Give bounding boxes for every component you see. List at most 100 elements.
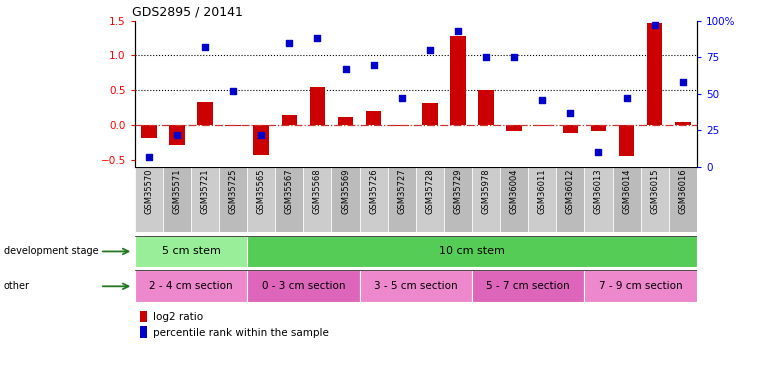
Text: GSM35978: GSM35978: [481, 169, 490, 214]
Bar: [140, 326, 147, 338]
Bar: [135, 236, 247, 267]
Text: GSM36016: GSM36016: [678, 169, 688, 214]
Point: [424, 47, 436, 53]
Text: GSM35729: GSM35729: [454, 169, 463, 214]
Bar: [422, 103, 437, 125]
Text: GSM35726: GSM35726: [369, 169, 378, 214]
Point: [255, 132, 267, 138]
Bar: [450, 36, 466, 125]
Bar: [247, 236, 697, 267]
Bar: [163, 167, 191, 232]
Text: 0 - 3 cm section: 0 - 3 cm section: [262, 281, 345, 291]
Bar: [191, 167, 219, 232]
Bar: [534, 125, 550, 126]
Text: GSM35570: GSM35570: [144, 169, 153, 214]
Text: GSM35721: GSM35721: [200, 169, 209, 214]
Bar: [619, 125, 634, 156]
Bar: [282, 115, 297, 125]
Point: [621, 95, 633, 101]
Bar: [584, 167, 613, 232]
Point: [592, 149, 604, 155]
Text: percentile rank within the sample: percentile rank within the sample: [152, 327, 329, 338]
Text: GSM36013: GSM36013: [594, 169, 603, 214]
Bar: [247, 270, 360, 302]
Text: GSM35727: GSM35727: [397, 169, 407, 214]
Bar: [140, 310, 147, 322]
Bar: [197, 102, 213, 125]
Bar: [563, 125, 578, 134]
Bar: [556, 167, 584, 232]
Text: GSM36011: GSM36011: [537, 169, 547, 214]
Text: 3 - 5 cm section: 3 - 5 cm section: [374, 281, 457, 291]
Text: GSM35571: GSM35571: [172, 169, 182, 214]
Bar: [394, 125, 410, 126]
Bar: [253, 125, 269, 155]
Point: [227, 88, 239, 94]
Text: GSM36015: GSM36015: [650, 169, 659, 214]
Text: log2 ratio: log2 ratio: [152, 312, 203, 322]
Text: GSM36014: GSM36014: [622, 169, 631, 214]
Bar: [669, 167, 697, 232]
Point: [367, 62, 380, 68]
Bar: [135, 270, 247, 302]
Bar: [641, 167, 669, 232]
Text: other: other: [4, 281, 30, 291]
Text: 5 cm stem: 5 cm stem: [162, 246, 220, 256]
Bar: [135, 167, 163, 232]
Text: GSM36004: GSM36004: [510, 169, 519, 214]
Bar: [247, 167, 276, 232]
Bar: [444, 167, 472, 232]
Bar: [303, 167, 331, 232]
Point: [564, 110, 577, 116]
Text: 10 cm stem: 10 cm stem: [439, 246, 505, 256]
Text: GSM35567: GSM35567: [285, 169, 294, 214]
Point: [396, 95, 408, 101]
Point: [340, 66, 352, 72]
Point: [452, 28, 464, 34]
Bar: [366, 111, 381, 125]
Text: 7 - 9 cm section: 7 - 9 cm section: [599, 281, 682, 291]
Bar: [338, 117, 353, 125]
Bar: [647, 23, 662, 125]
Bar: [507, 125, 522, 130]
Bar: [591, 125, 606, 130]
Bar: [276, 167, 303, 232]
Text: GDS2895 / 20141: GDS2895 / 20141: [132, 5, 243, 18]
Text: 5 - 7 cm section: 5 - 7 cm section: [487, 281, 570, 291]
Bar: [528, 167, 556, 232]
Bar: [141, 125, 156, 138]
Text: GSM35565: GSM35565: [256, 169, 266, 214]
Bar: [584, 270, 697, 302]
Point: [283, 40, 296, 46]
Point: [536, 97, 548, 103]
Point: [171, 132, 183, 138]
Bar: [226, 125, 241, 126]
Bar: [360, 270, 472, 302]
Bar: [331, 167, 360, 232]
Text: development stage: development stage: [4, 246, 99, 256]
Point: [508, 54, 521, 60]
Bar: [613, 167, 641, 232]
Bar: [169, 125, 185, 145]
Bar: [478, 90, 494, 125]
Bar: [472, 167, 500, 232]
Bar: [675, 122, 691, 125]
Point: [648, 22, 661, 28]
Text: GSM35728: GSM35728: [425, 169, 434, 214]
Point: [199, 44, 211, 50]
Point: [142, 154, 155, 160]
Point: [480, 54, 492, 60]
Text: GSM36012: GSM36012: [566, 169, 575, 214]
Text: 2 - 4 cm section: 2 - 4 cm section: [149, 281, 233, 291]
Bar: [500, 167, 528, 232]
Text: GSM35568: GSM35568: [313, 169, 322, 214]
Bar: [472, 270, 584, 302]
Bar: [416, 167, 444, 232]
Point: [311, 35, 323, 41]
Bar: [388, 167, 416, 232]
Bar: [219, 167, 247, 232]
Bar: [310, 87, 325, 125]
Text: GSM35725: GSM35725: [229, 169, 238, 214]
Point: [677, 79, 689, 85]
Text: GSM35569: GSM35569: [341, 169, 350, 214]
